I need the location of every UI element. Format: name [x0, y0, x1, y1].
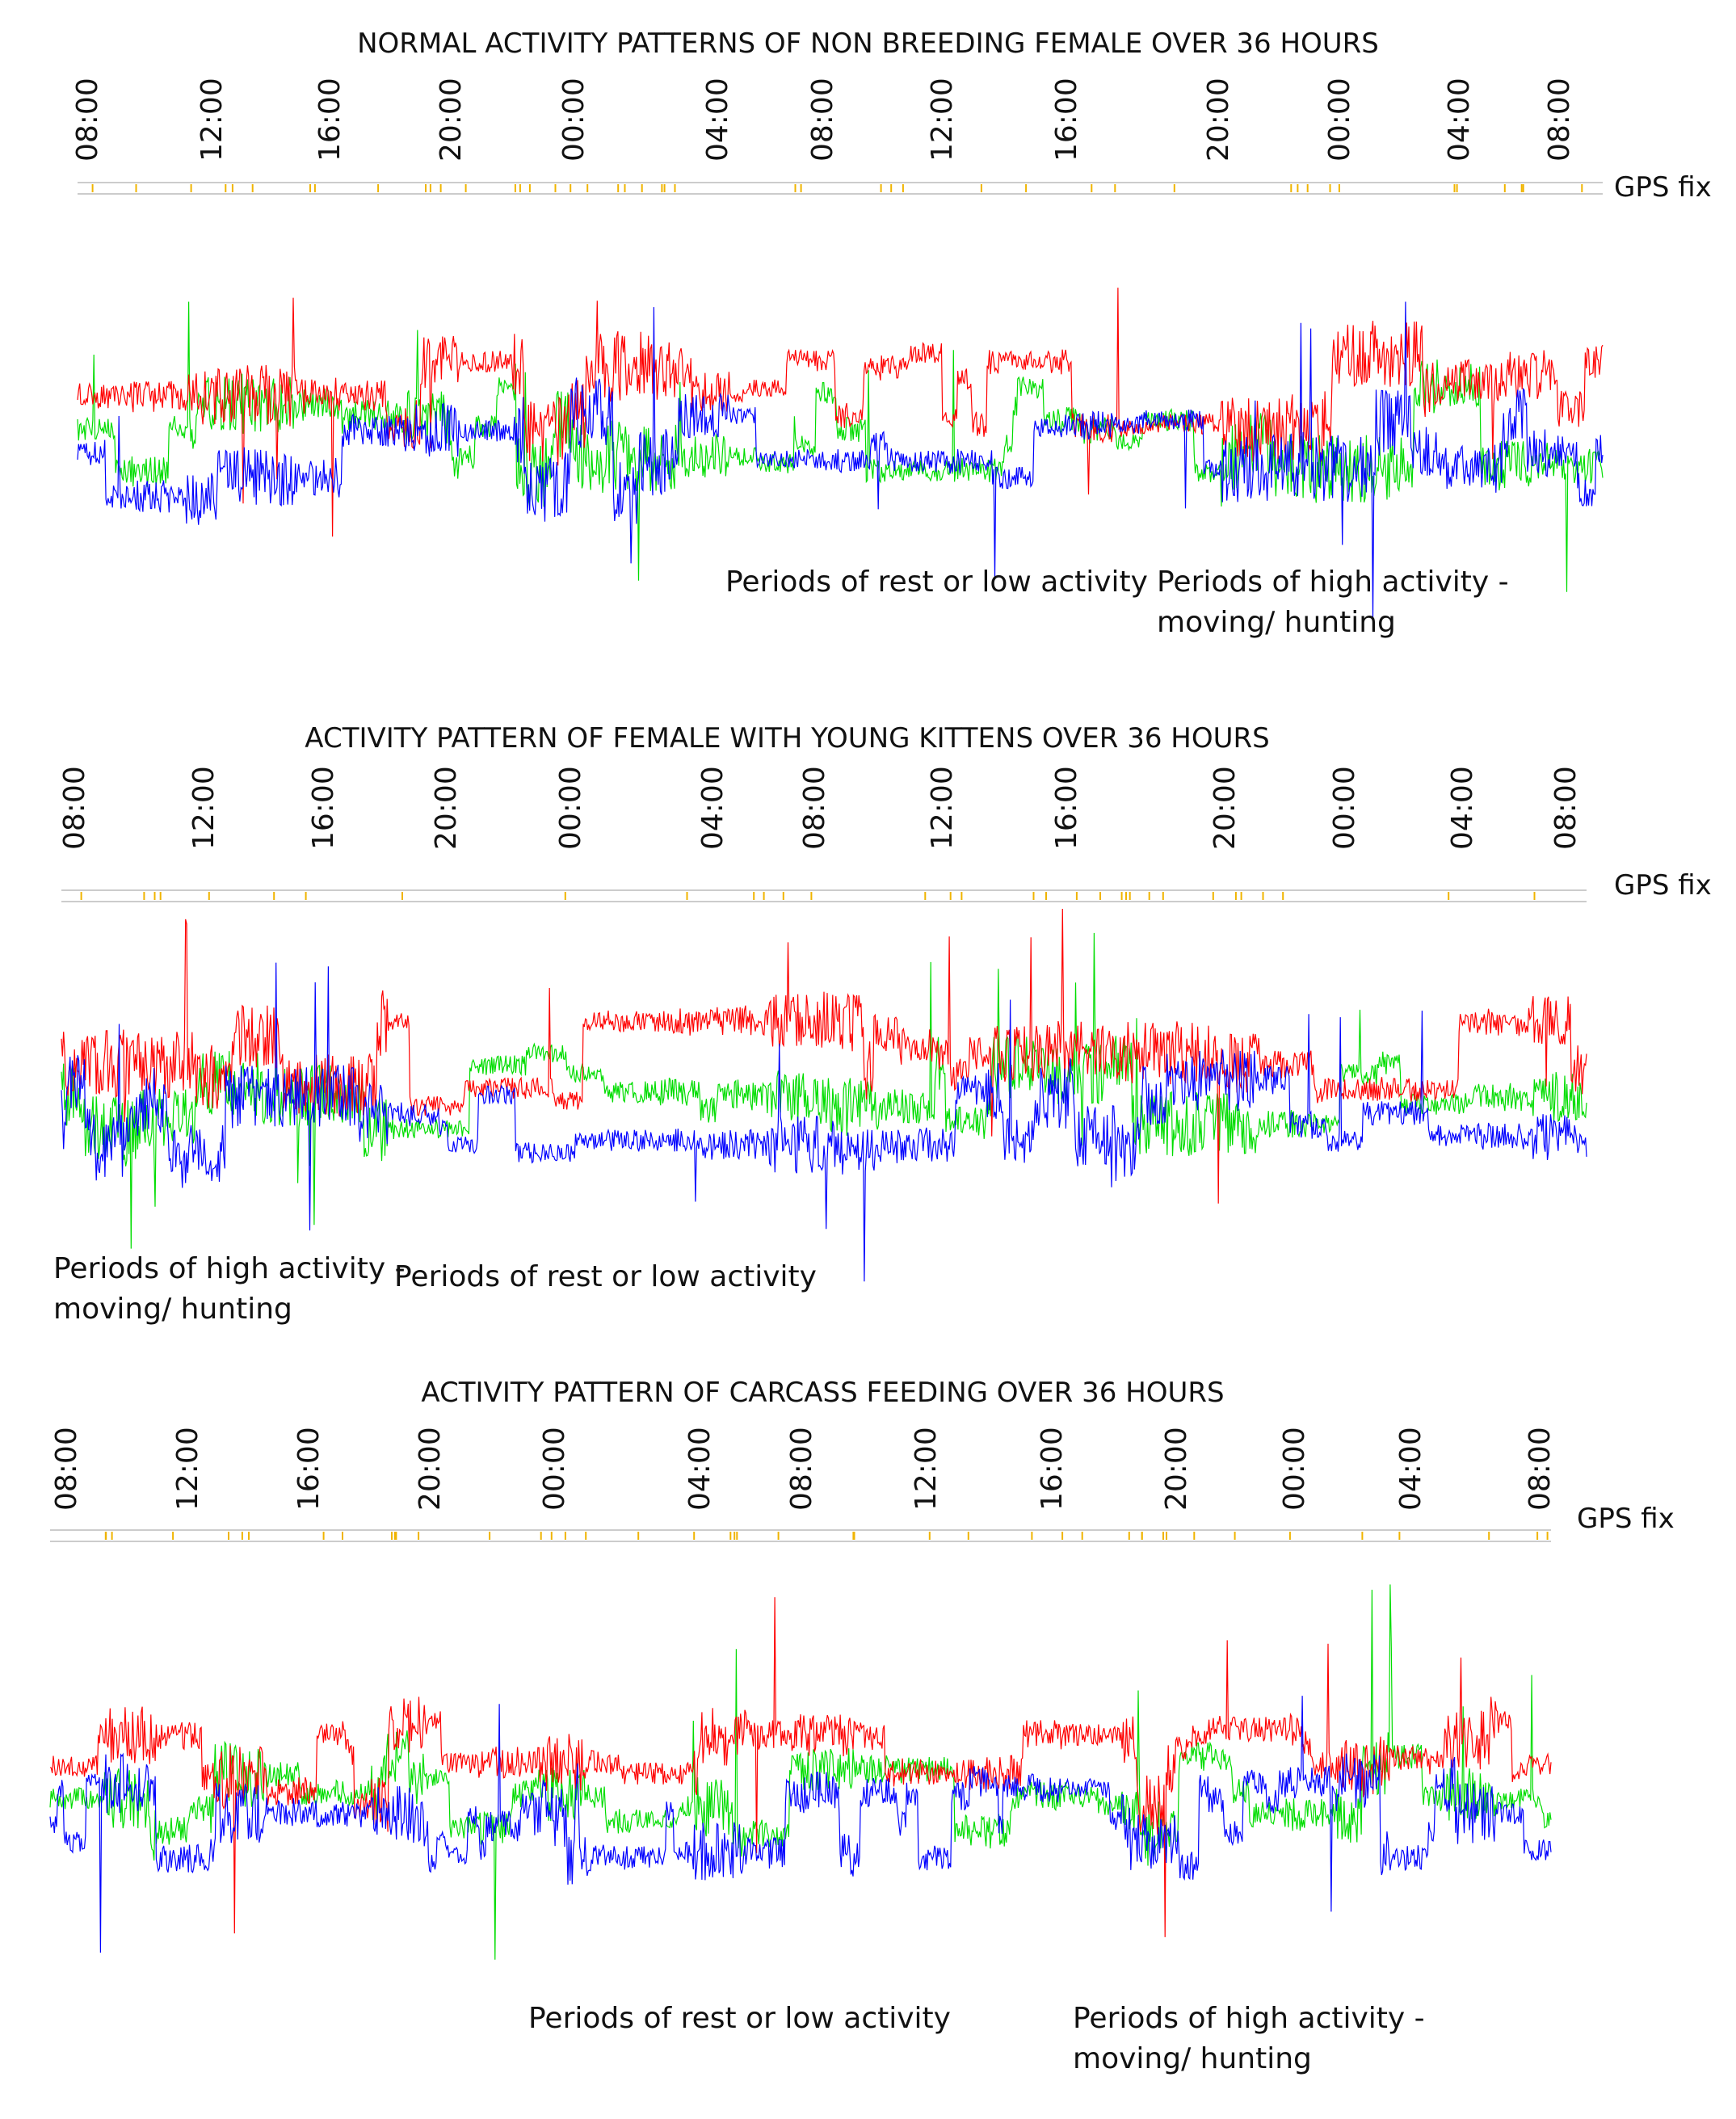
- x-tick-label: 08:00: [1549, 766, 1583, 850]
- x-tick-label: 12:00: [926, 78, 959, 162]
- gps-fix-label: GPS fix: [1614, 171, 1712, 204]
- annotation-high-activity: Periods of high activity - moving/ hunti…: [1157, 565, 1509, 639]
- activity-series-line: [49, 1584, 1552, 1960]
- x-tick-label: 00:00: [554, 766, 587, 850]
- x-tick-label: 00:00: [538, 1427, 571, 1511]
- x-tick-label: 16:00: [1050, 78, 1083, 162]
- activity-plot: [61, 908, 1587, 1282]
- x-tick-label: 20:00: [1160, 1427, 1193, 1511]
- x-tick-label: 00:00: [1328, 766, 1361, 850]
- activity-series-line: [49, 1696, 1552, 1953]
- chart-panel-3: ACTIVITY PATTERN OF CARCASS FEEDING OVER…: [0, 1365, 1736, 2117]
- x-tick-label: 04:00: [701, 78, 734, 162]
- annotation-high-activity: Periods of high activity - moving/ hunti…: [1073, 2002, 1425, 2075]
- chart-title: NORMAL ACTIVITY PATTERNS OF NON BREEDING…: [357, 27, 1379, 60]
- x-tick-label: 16:00: [307, 766, 340, 850]
- x-tick-label: 16:00: [1050, 766, 1083, 850]
- x-tick-label: 20:00: [435, 78, 468, 162]
- activity-series-line: [49, 1597, 1552, 1937]
- x-tick-label: 00:00: [1278, 1427, 1311, 1511]
- x-tick-label: 04:00: [1446, 766, 1479, 850]
- activity-series-line: [61, 908, 1587, 1204]
- chart-panel-2: ACTIVITY PATTERN OF FEMALE WITH YOUNG KI…: [0, 711, 1736, 1373]
- x-tick-label: 16:00: [1036, 1427, 1069, 1511]
- x-tick-label: 16:00: [313, 78, 347, 162]
- chart-panel-1: NORMAL ACTIVITY PATTERNS OF NON BREEDING…: [0, 0, 1736, 662]
- x-tick-label: 04:00: [1394, 1427, 1427, 1511]
- chart-title: ACTIVITY PATTERN OF CARCASS FEEDING OVER…: [421, 1377, 1225, 1409]
- x-tick-label: 08:00: [806, 78, 839, 162]
- annotation-high-activity: Periods of high activity - moving/ hunti…: [53, 1252, 406, 1326]
- activity-series-line: [61, 932, 1587, 1249]
- gps-fix-label: GPS fix: [1614, 869, 1712, 902]
- x-tick-label: 04:00: [696, 766, 729, 850]
- x-tick-label: 00:00: [1323, 78, 1356, 162]
- x-tick-label: 20:00: [414, 1427, 447, 1511]
- x-tick-label: 20:00: [1202, 78, 1235, 162]
- x-tick-label: 08:00: [785, 1427, 818, 1511]
- activity-series-line: [77, 301, 1604, 620]
- gps-fix-track: [50, 1529, 1551, 1542]
- x-tick-label: 08:00: [1543, 78, 1576, 162]
- activity-plot: [77, 288, 1604, 620]
- x-tick-label: 04:00: [683, 1427, 717, 1511]
- x-tick-label: 12:00: [910, 1427, 943, 1511]
- x-tick-label: 08:00: [58, 766, 91, 850]
- x-tick-label: 20:00: [430, 766, 463, 850]
- activity-series-line: [77, 288, 1604, 537]
- gps-fix-label: GPS fix: [1577, 1503, 1675, 1535]
- x-tick-label: 12:00: [195, 78, 229, 162]
- x-tick-label: 08:00: [798, 766, 831, 850]
- annotation-rest: Periods of rest or low activity: [394, 1260, 817, 1293]
- gps-fix-track: [78, 182, 1603, 195]
- x-tick-label: 08:00: [71, 78, 104, 162]
- x-tick-label: 12:00: [171, 1427, 204, 1511]
- x-tick-label: 16:00: [292, 1427, 326, 1511]
- x-tick-label: 04:00: [1443, 78, 1476, 162]
- annotation-rest: Periods of rest or low activity: [725, 565, 1148, 599]
- x-tick-label: 08:00: [50, 1427, 83, 1511]
- chart-title: ACTIVITY PATTERN OF FEMALE WITH YOUNG KI…: [305, 722, 1270, 755]
- activity-plot: [49, 1584, 1552, 1960]
- activity-series-line: [61, 962, 1587, 1282]
- x-tick-label: 00:00: [557, 78, 591, 162]
- x-tick-label: 08:00: [1524, 1427, 1557, 1511]
- gps-fix-track: [61, 889, 1587, 902]
- x-tick-label: 20:00: [1208, 766, 1242, 850]
- x-tick-label: 12:00: [926, 766, 959, 850]
- x-tick-label: 12:00: [187, 766, 221, 850]
- annotation-rest: Periods of rest or low activity: [528, 2002, 951, 2035]
